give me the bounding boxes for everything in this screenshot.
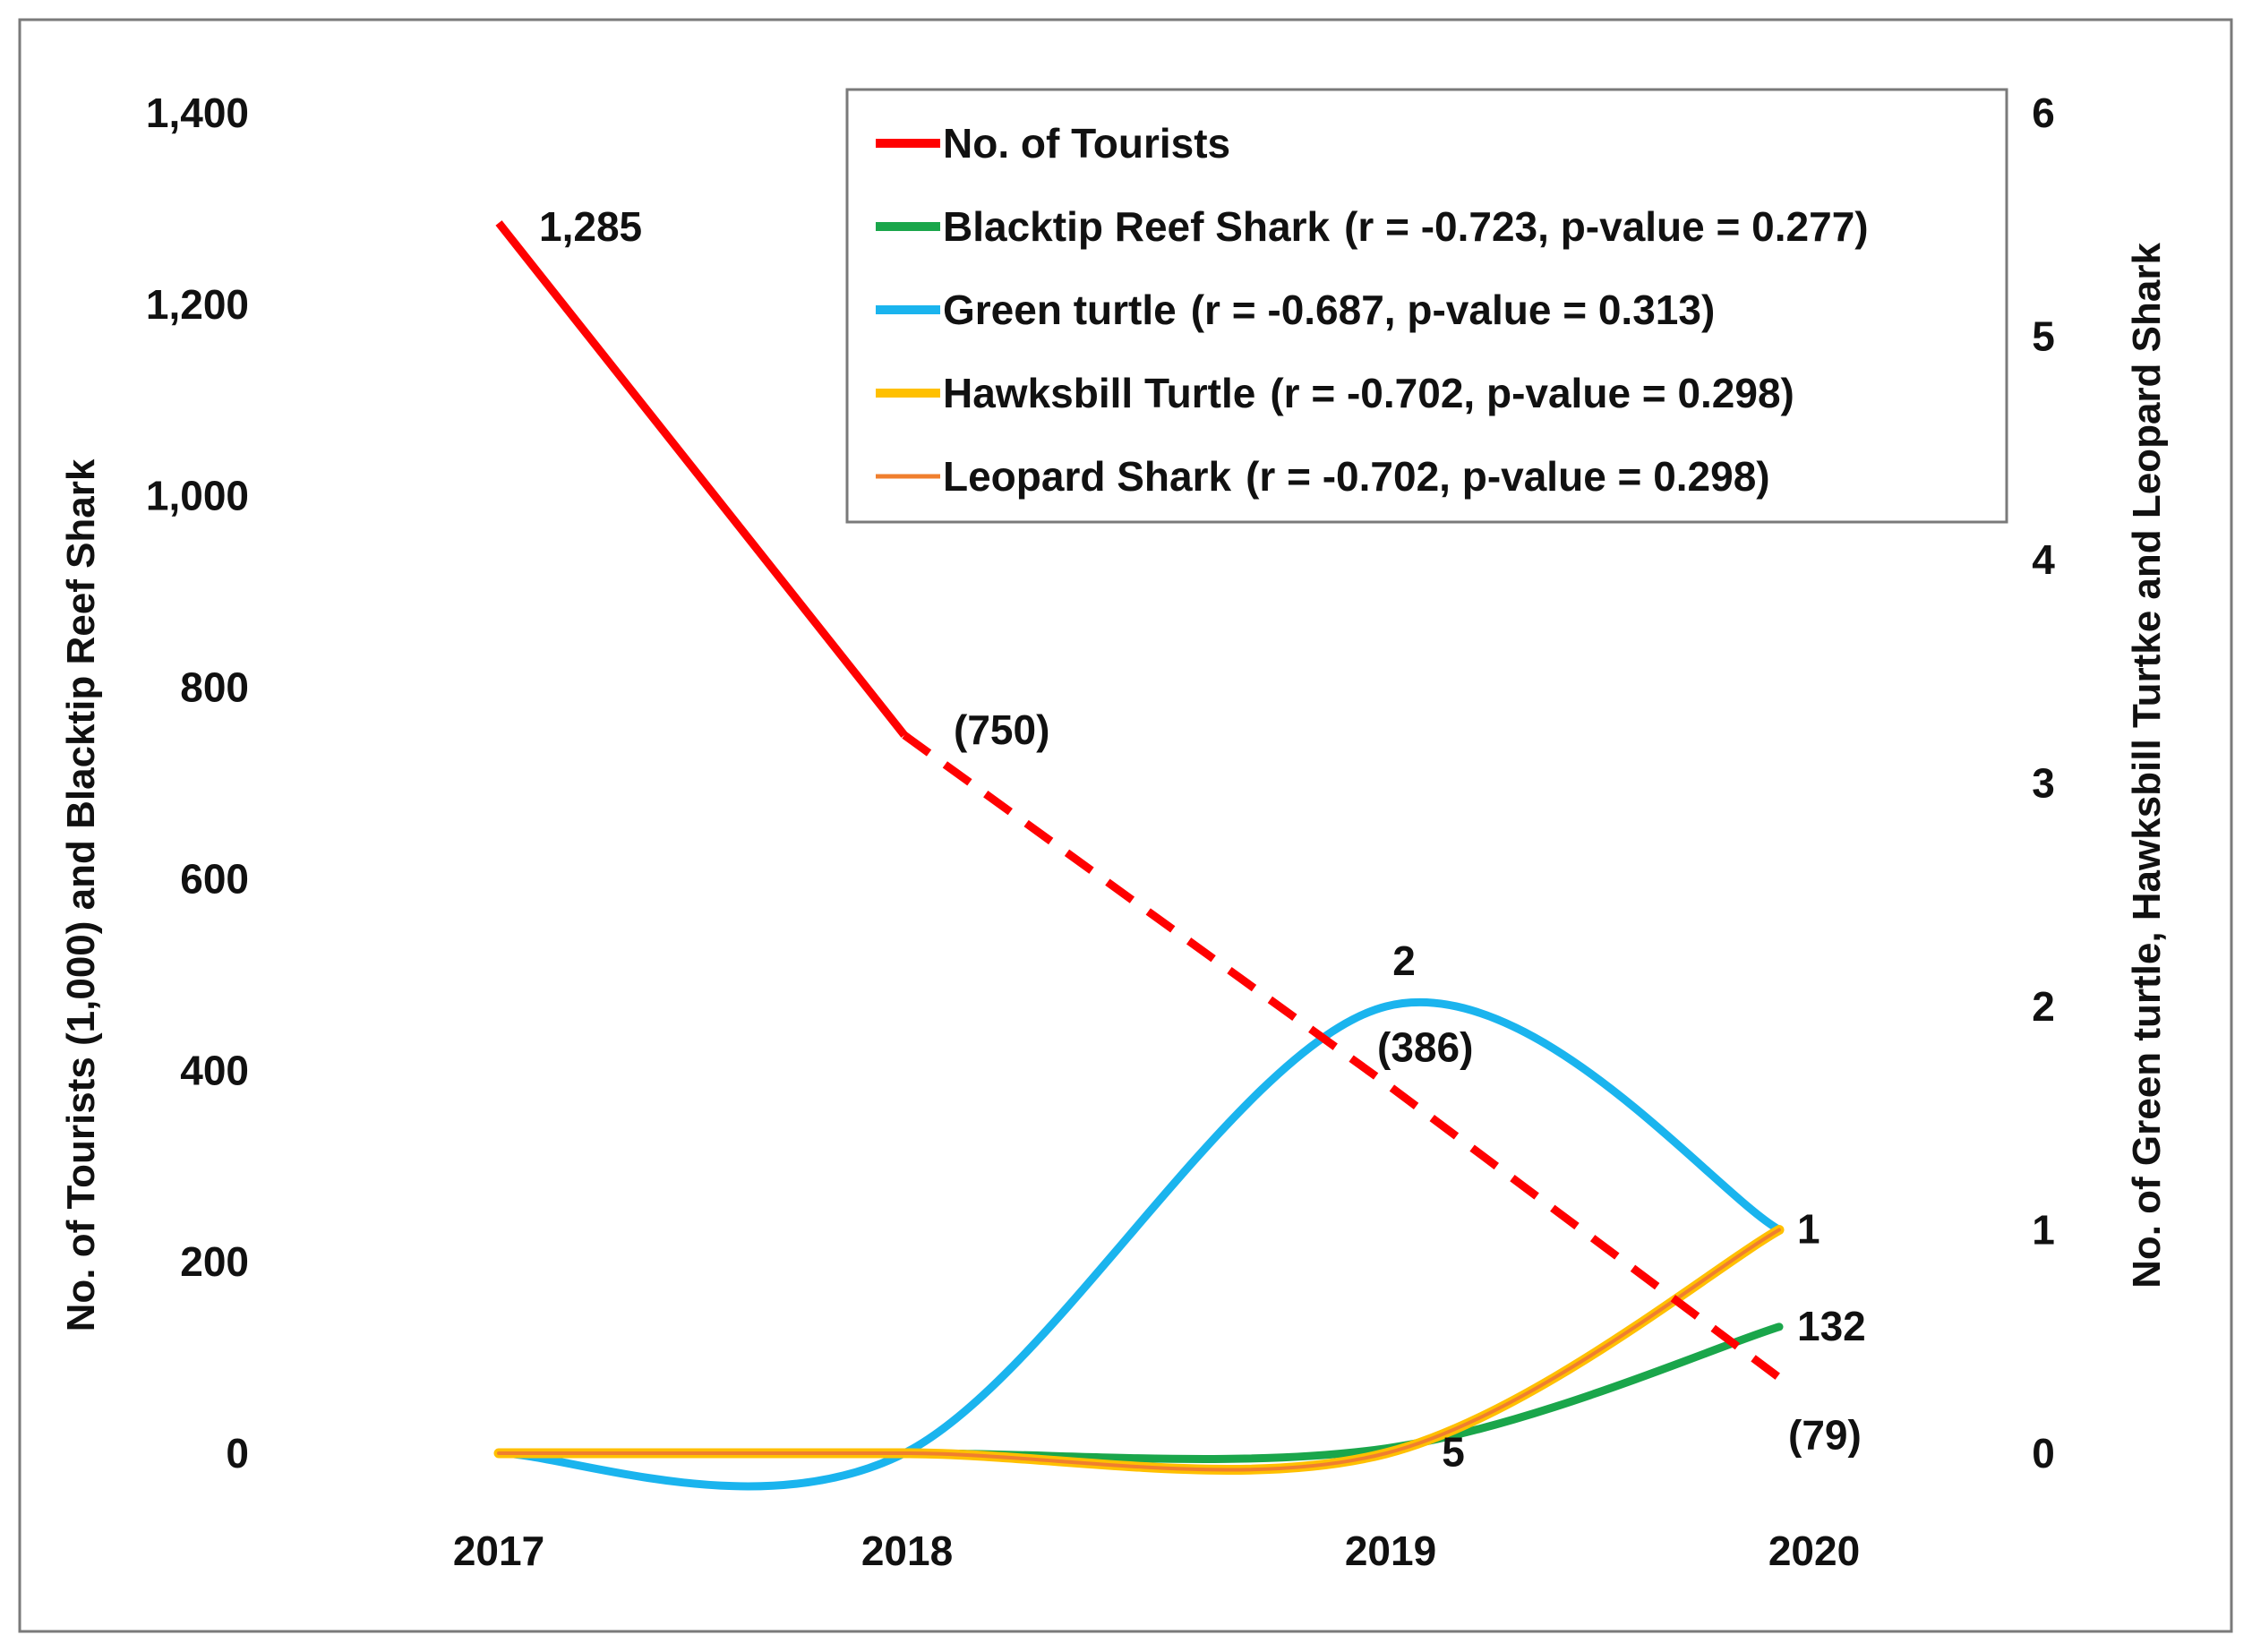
legend-label-blacktip: Blacktip Reef Shark (r = -0.723, p-value …	[943, 203, 1869, 250]
right-axis-label: No. of Green turtle, Hawksbill Turtke an…	[2125, 243, 2169, 1288]
x-tick-label: 2017	[453, 1528, 544, 1574]
right-tick-label: 5	[2032, 313, 2055, 360]
data-label: (750)	[954, 706, 1049, 753]
data-label: 5	[1442, 1429, 1465, 1476]
left-tick-label: 400	[180, 1047, 249, 1093]
left-axis-ticks: 0 200 400 600 800 1,000 1,200 1,400	[146, 90, 249, 1477]
right-tick-label: 2	[2032, 983, 2055, 1030]
x-axis-ticks: 2017 2018 2019 2020	[453, 1528, 1860, 1574]
x-tick-label: 2018	[861, 1528, 953, 1574]
left-axis-label: No. of Tourists (1,000) and Blacktip Ree…	[59, 458, 103, 1331]
x-tick-label: 2020	[1768, 1528, 1860, 1574]
right-tick-label: 6	[2032, 90, 2055, 136]
legend: No. of Tourists Blacktip Reef Shark (r = -…	[845, 88, 2008, 524]
legend-label-green: Green turtle (r = -0.687, p-value = 0.313…	[943, 287, 1715, 333]
left-tick-label: 200	[180, 1238, 249, 1285]
data-label: (386)	[1377, 1023, 1473, 1070]
left-tick-label: 1,400	[146, 90, 249, 136]
left-tick-label: 600	[180, 855, 249, 902]
data-label: (79)	[1788, 1412, 1862, 1459]
legend-box	[845, 88, 2008, 524]
legend-label-tourists: No. of Tourists	[943, 120, 1230, 167]
data-label: 2	[1392, 937, 1416, 984]
legend-items: No. of Tourists Blacktip Reef Shark (r = -…	[876, 120, 1869, 500]
left-tick-label: 800	[180, 664, 249, 711]
data-label: 1	[1797, 1206, 1820, 1253]
series-line-leopard	[497, 1228, 1781, 1472]
right-tick-label: 3	[2032, 760, 2055, 807]
right-axis-ticks: 0 1 2 3 4 5 6	[2032, 90, 2055, 1477]
data-label: 132	[1797, 1303, 1866, 1349]
series-layer	[493, 220, 1785, 1491]
series-line-green	[494, 997, 1784, 1491]
left-tick-label: 1,000	[146, 473, 249, 519]
data-labels: 1,285 (750) (386) (79) 2 1 5 132	[539, 203, 1866, 1476]
series-line-tourists-dashed	[902, 732, 1782, 1382]
series-line-tourists-solid	[495, 220, 908, 738]
legend-label-hawksbill: Hawksbill Turtle (r = -0.702, p-value = 0…	[943, 370, 1794, 416]
right-tick-label: 1	[2032, 1207, 2055, 1254]
data-label: 1,285	[539, 203, 642, 250]
left-tick-label: 0	[226, 1430, 249, 1477]
right-tick-label: 4	[2032, 536, 2055, 583]
right-tick-label: 0	[2032, 1430, 2055, 1477]
left-tick-label: 1,200	[146, 281, 249, 328]
x-tick-label: 2019	[1345, 1528, 1436, 1574]
legend-label-leopard: Leopard Shark (r = -0.702, p-value = 0.29…	[943, 453, 1770, 500]
